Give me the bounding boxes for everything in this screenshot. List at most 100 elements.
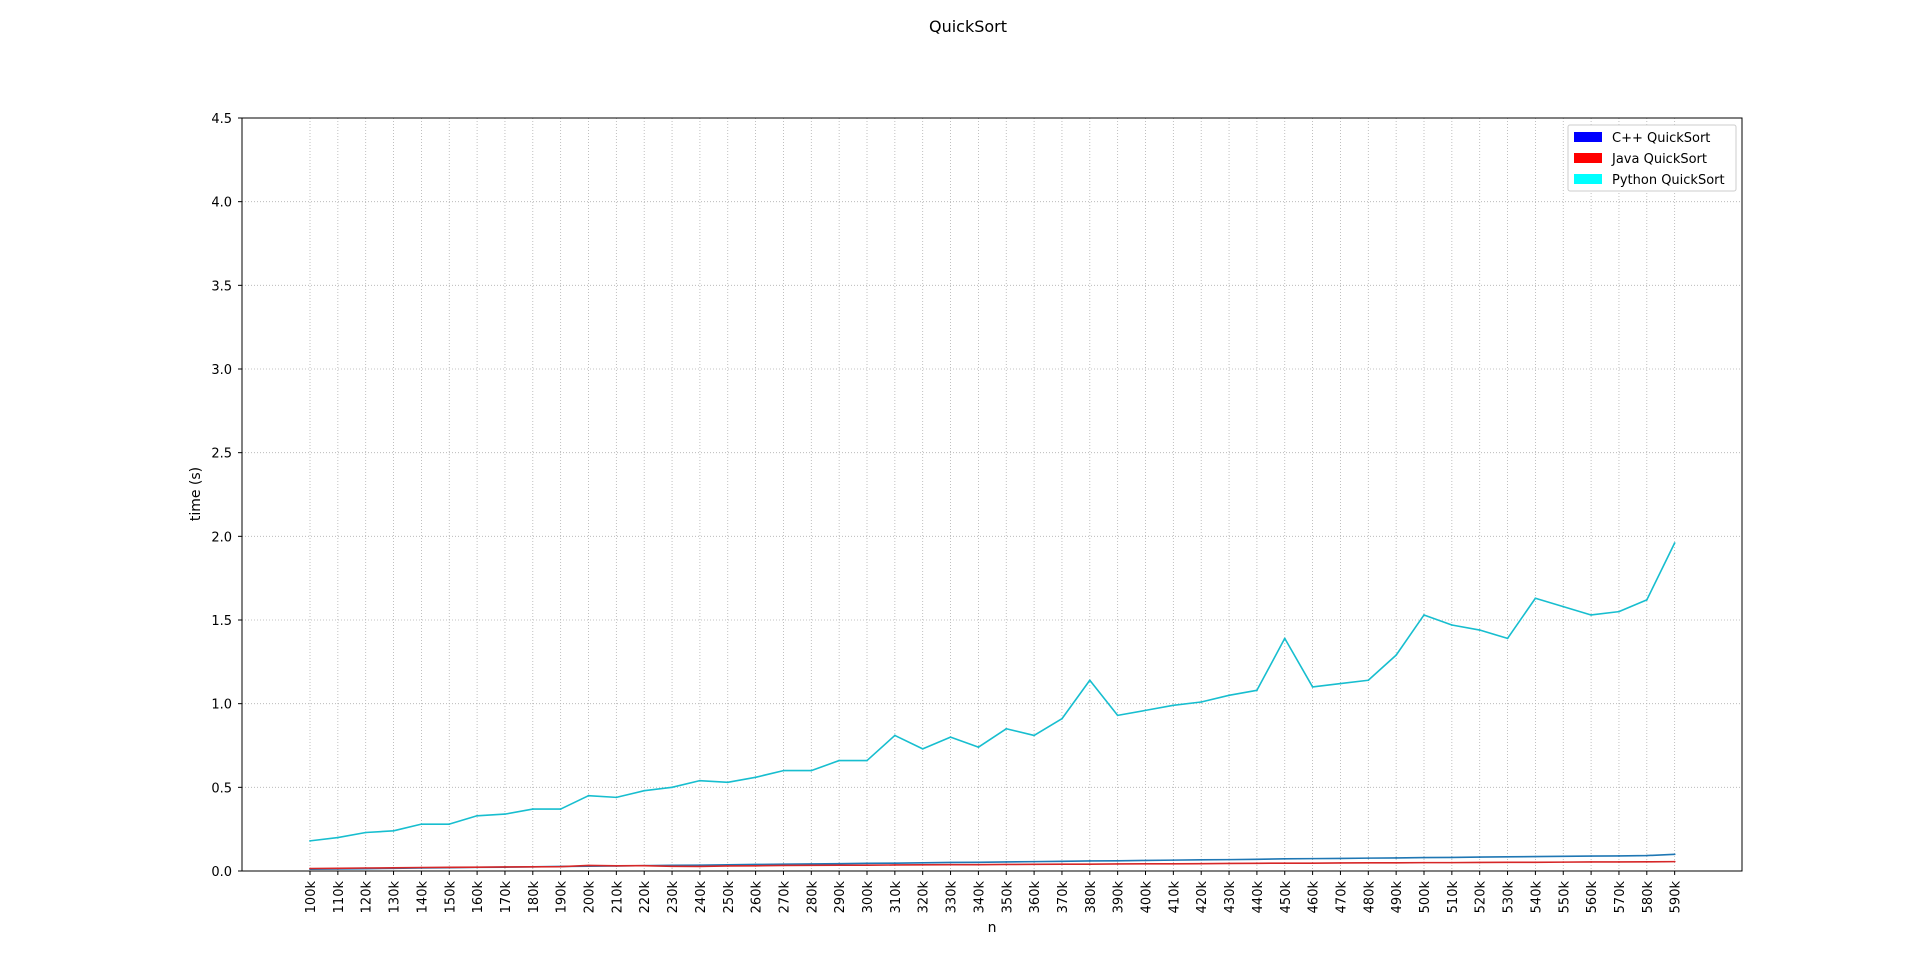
- java-quicksort-point: [754, 864, 757, 867]
- x-tick-label: 310k: [889, 881, 904, 914]
- cpp-quicksort-point: [754, 863, 757, 866]
- cpp-quicksort-point: [810, 863, 813, 865]
- x-tick-label: 290k: [833, 881, 848, 914]
- java-quicksort-point: [448, 866, 451, 869]
- cpp-quicksort-point: [1506, 855, 1509, 858]
- legend-swatch: [1574, 153, 1602, 163]
- y-axis: 0.0 0.5 1.0 1.5 2.0 2.5 3.0 3.5 4.0 4.5: [211, 112, 242, 880]
- python-quicksort-point: [1590, 614, 1592, 616]
- x-tick-label: 470k: [1334, 881, 1349, 914]
- java-quicksort-point: [838, 864, 841, 867]
- java-quicksort-point: [1367, 861, 1370, 864]
- python-quicksort-point: [392, 829, 395, 832]
- grid-lines: [242, 117, 1742, 872]
- legend-label: Java QuickSort: [1611, 152, 1707, 167]
- java-quicksort-point: [309, 867, 311, 870]
- x-tick-label: 560k: [1585, 881, 1600, 914]
- cpp-quicksort-point: [1367, 857, 1370, 860]
- y-tick-label: 4.0: [211, 196, 232, 211]
- java-quicksort-point: [726, 865, 729, 867]
- python-quicksort-point: [1228, 694, 1230, 697]
- python-quicksort-point: [1088, 679, 1091, 682]
- python-quicksort-line: [309, 542, 1676, 842]
- y-tick-label: 1.0: [211, 698, 232, 713]
- x-axis-label: n: [988, 920, 997, 936]
- x-tick-label: 570k: [1613, 881, 1628, 914]
- x-tick-label: 390k: [1112, 881, 1127, 914]
- java-quicksort-point: [1645, 860, 1648, 863]
- java-quicksort-point: [531, 865, 534, 868]
- x-tick-label: 370k: [1056, 881, 1071, 914]
- cpp-quicksort-point: [1618, 855, 1620, 857]
- python-quicksort-point: [1395, 654, 1398, 657]
- java-quicksort-point: [1144, 862, 1147, 865]
- java-quicksort-point: [504, 866, 506, 868]
- x-tick-label: 450k: [1279, 881, 1294, 914]
- cpp-quicksort-point: [1256, 858, 1258, 861]
- cpp-quicksort-point: [1005, 861, 1008, 863]
- cpp-quicksort-point: [866, 862, 868, 865]
- legend-label: Python QuickSort: [1612, 173, 1725, 188]
- x-tick-label: 180k: [527, 881, 542, 914]
- x-axis: 100k 110k 120k 130k 140k 150k 160k 170k 180k 190k…: [304, 871, 1684, 913]
- x-tick-label: 240k: [694, 881, 709, 914]
- python-quicksort-point: [1450, 624, 1453, 626]
- java-quicksort-point: [1228, 862, 1230, 865]
- python-quicksort-point: [336, 836, 339, 839]
- python-quicksort-point: [810, 769, 813, 772]
- x-tick-label: 260k: [750, 881, 765, 914]
- java-quicksort-point: [810, 864, 813, 867]
- java-quicksort-point: [977, 863, 980, 866]
- python-quicksort-point: [1172, 704, 1175, 707]
- python-quicksort-point: [921, 747, 924, 750]
- java-quicksort-point: [559, 865, 562, 868]
- python-quicksort-point: [309, 839, 311, 842]
- cpp-quicksort-point: [1395, 857, 1398, 859]
- x-tick-label: 590k: [1669, 881, 1684, 914]
- python-quicksort-point: [559, 808, 562, 810]
- java-quicksort-point: [615, 864, 618, 867]
- java-quicksort-point: [1033, 863, 1035, 866]
- java-quicksort-line: [309, 860, 1675, 870]
- y-axis-label: time (s): [188, 467, 204, 521]
- x-tick-label: 430k: [1223, 881, 1238, 914]
- java-quicksort-point: [1562, 861, 1565, 864]
- x-tick-label: 150k: [443, 881, 458, 914]
- cpp-quicksort-point: [1311, 857, 1314, 860]
- python-quicksort-point: [364, 831, 367, 834]
- java-quicksort-point: [392, 866, 395, 869]
- cpp-quicksort-point: [1116, 859, 1119, 862]
- java-quicksort-point: [866, 864, 868, 867]
- java-quicksort-point: [420, 866, 423, 869]
- x-tick-label: 230k: [666, 881, 681, 914]
- legend-swatch: [1574, 132, 1602, 142]
- java-quicksort-point: [1339, 862, 1342, 864]
- python-quicksort-point: [1200, 701, 1203, 703]
- chart-title: QuickSort: [929, 17, 1007, 36]
- python-quicksort-point: [866, 759, 868, 762]
- python-quicksort-point: [1506, 637, 1509, 640]
- java-quicksort-point: [1590, 861, 1592, 863]
- python-quicksort-point: [615, 796, 618, 799]
- java-quicksort-point: [671, 865, 673, 868]
- x-tick-label: 480k: [1362, 881, 1377, 914]
- x-tick-label: 160k: [471, 881, 486, 914]
- cpp-quicksort-point: [1562, 855, 1565, 858]
- python-quicksort-point: [1283, 637, 1286, 640]
- java-quicksort-point: [699, 865, 701, 868]
- cpp-quicksort-point: [1200, 858, 1203, 861]
- cpp-quicksort-point: [1088, 860, 1091, 862]
- python-quicksort-point: [754, 776, 757, 779]
- x-tick-label: 510k: [1446, 881, 1461, 914]
- legend-box: [1567, 124, 1737, 192]
- python-quicksort-point: [838, 759, 841, 762]
- java-quicksort-point: [1423, 861, 1425, 864]
- cpp-quicksort-point: [1061, 860, 1063, 863]
- java-quicksort-point: [1200, 862, 1203, 865]
- cpp-quicksort-point: [949, 861, 952, 864]
- java-quicksort-point: [1478, 861, 1481, 864]
- java-quicksort-point: [782, 864, 785, 867]
- python-quicksort-point: [699, 779, 701, 782]
- java-quicksort-point: [921, 863, 924, 866]
